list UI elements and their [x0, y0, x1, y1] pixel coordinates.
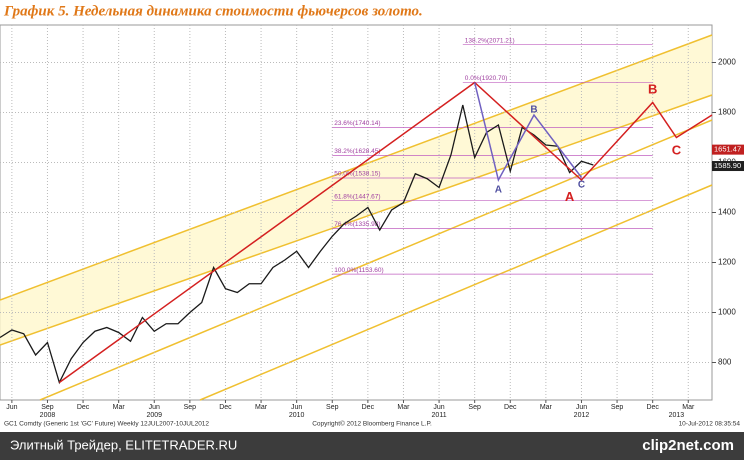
x-tick-label: Jun — [291, 404, 302, 411]
fib-label: 0.0%(1920.70) — [465, 75, 508, 82]
price-tag-label: 1585.90 — [714, 161, 741, 170]
wave-letter: C — [672, 143, 682, 158]
fib-label: 61.8%(1447.67) — [334, 193, 380, 200]
price-tag — [712, 144, 744, 155]
y-tick-label: 800 — [718, 358, 732, 367]
x-tick-label: Sep — [41, 404, 54, 411]
year-label: 2009 — [146, 412, 162, 419]
price-line — [0, 104, 594, 385]
wave-letter: B — [648, 81, 657, 96]
x-tick-label: Jun — [6, 404, 17, 411]
year-label: 2013 — [669, 412, 685, 419]
channel-line — [199, 184, 713, 401]
watermark-left: Элитный Трейдер, ELITETRADER.RU — [10, 437, 237, 452]
footer-note: 10-Jul-2012 08:35:54 — [679, 421, 741, 428]
x-tick-label: Dec — [504, 404, 517, 411]
watermark-right: clip2net.com — [642, 437, 734, 454]
fib-label: 76.4%(1335.98) — [334, 221, 380, 228]
year-label: 2010 — [289, 412, 305, 419]
wave-line — [58, 81, 713, 384]
x-tick-label: Sep — [184, 404, 197, 411]
y-tick-label: 1000 — [718, 308, 736, 317]
fib-label: 100.0%(1153.60) — [334, 267, 383, 274]
x-tick-label: Dec — [362, 404, 375, 411]
price-tag — [712, 161, 744, 172]
x-tick-label: Mar — [540, 404, 553, 411]
year-label: 2011 — [432, 412, 447, 419]
fib-label: 138.2%(2071.21) — [465, 37, 515, 44]
x-tick-label: Mar — [397, 404, 410, 411]
footer-note: Copyright© 2012 Bloomberg Finance L.P. — [312, 420, 432, 428]
y-tick-label: 2000 — [718, 58, 736, 67]
watermark-bar — [0, 432, 744, 460]
x-tick-label: Sep — [326, 404, 339, 411]
footer-note: GC1 Comdty (Generic 1st 'GC' Future) Wee… — [4, 421, 209, 428]
wave-letter: B — [530, 105, 537, 116]
y-tick-label: 1800 — [718, 108, 736, 117]
year-label: 2008 — [40, 412, 56, 419]
x-tick-label: Dec — [219, 404, 232, 411]
fib-label: 38.2%(1628.45) — [334, 148, 380, 155]
x-tick-label: Sep — [468, 404, 481, 411]
channel-line — [0, 94, 713, 346]
x-tick-label: Mar — [682, 404, 695, 411]
x-tick-label: Jun — [576, 404, 587, 411]
wave-letter: C — [578, 180, 585, 191]
wave-letter: A — [495, 185, 502, 196]
x-tick-label: Mar — [255, 404, 268, 411]
channel-line — [39, 119, 713, 401]
x-tick-label: Jun — [149, 404, 160, 411]
fib-label: 23.6%(1740.14) — [334, 120, 380, 127]
fib-label: 50.0%(1538.15) — [334, 171, 380, 178]
y-tick-label: 1200 — [718, 258, 736, 267]
y-tick-label: 1400 — [718, 208, 736, 217]
x-tick-label: Jun — [433, 404, 444, 411]
chart-title: График 5. Недельная динамика стоимости ф… — [3, 3, 423, 19]
year-label: 2012 — [574, 412, 590, 419]
price-tag-label: 1651.47 — [714, 145, 741, 154]
x-tick-label: Dec — [77, 404, 90, 411]
x-tick-label: Dec — [646, 404, 659, 411]
wave-line — [473, 82, 583, 183]
wave-letter: A — [565, 189, 575, 204]
x-tick-label: Mar — [113, 404, 126, 411]
x-tick-label: Sep — [611, 404, 624, 411]
